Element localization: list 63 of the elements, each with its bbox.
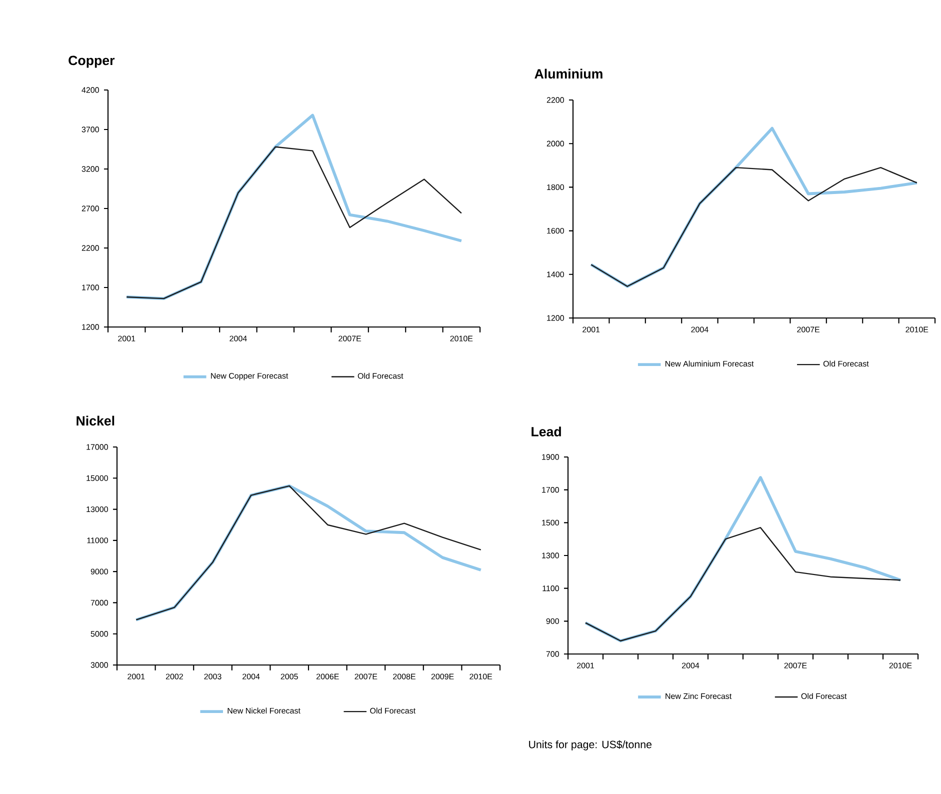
x-tick-label: 2009E xyxy=(431,674,454,680)
legend-label: New Nickel Forecast xyxy=(228,708,300,714)
legend-label: New Zinc Forecast xyxy=(666,693,732,699)
y-tick-label: 11000 xyxy=(87,538,108,544)
y-tick-label: 3000 xyxy=(90,662,108,668)
y-tick-label: 900 xyxy=(546,618,559,624)
x-tick-label: 2001 xyxy=(118,336,136,342)
x-tick-label: 2006E xyxy=(316,674,339,680)
y-tick-label: 3200 xyxy=(82,166,99,172)
x-tick-label: 2004 xyxy=(691,326,708,332)
y-tick-label: 1800 xyxy=(547,184,564,190)
y-tick-label: 5000 xyxy=(90,631,108,637)
y-tick-label: 1300 xyxy=(542,552,559,558)
x-tick-label: 2010E xyxy=(889,662,912,668)
y-tick-label: 2200 xyxy=(546,97,564,103)
y-tick-label: 13000 xyxy=(86,506,108,512)
x-tick-label: 2001 xyxy=(582,326,600,332)
y-tick-label: 17000 xyxy=(86,444,108,450)
chart-title: Lead xyxy=(532,426,561,436)
y-tick-label: 15000 xyxy=(86,475,108,481)
y-tick-label: 4200 xyxy=(82,87,99,93)
y-tick-label: 1200 xyxy=(547,315,564,321)
x-tick-label: 2010E xyxy=(470,674,492,680)
y-tick-label: 1200 xyxy=(82,324,99,330)
legend-label: Old Forecast xyxy=(358,372,404,379)
y-tick-label: 700 xyxy=(546,651,559,657)
y-tick-label: 1700 xyxy=(82,284,99,290)
x-tick-label: 2001 xyxy=(577,662,594,668)
chart-title: Copper xyxy=(68,56,115,68)
chart-title: Nickel xyxy=(76,416,114,426)
x-tick-label: 2004 xyxy=(230,336,247,342)
text: Units for page: US$/tonne xyxy=(529,740,652,750)
legend-label: Old Forecast xyxy=(801,693,847,699)
x-tick-label: 2010E xyxy=(906,326,928,332)
x-tick-label: 2004 xyxy=(682,662,700,668)
legend-label: New Copper Forecast xyxy=(211,372,288,380)
y-tick-label: 2200 xyxy=(82,245,99,251)
y-tick-label: 7000 xyxy=(90,600,108,606)
x-tick-label: 2001 xyxy=(128,674,145,680)
chart-title: Aluminium xyxy=(534,68,602,79)
y-tick-label: 2700 xyxy=(82,206,99,212)
x-tick-label: 2010E xyxy=(450,336,473,342)
legend-label: Old Forecast xyxy=(370,708,416,714)
x-tick-label: 2007E xyxy=(797,326,820,332)
x-tick-label: 2007E xyxy=(354,674,378,680)
y-tick-label: 2000 xyxy=(546,140,564,146)
y-tick-label: 1900 xyxy=(542,454,559,460)
legend-label: New Aluminium Forecast xyxy=(666,360,754,367)
y-tick-label: 1500 xyxy=(542,520,559,526)
y-tick-label: 1600 xyxy=(547,228,564,234)
x-tick-label: 2007E xyxy=(784,662,807,668)
y-tick-label: 1100 xyxy=(542,586,559,592)
x-tick-label: 2003 xyxy=(204,674,222,680)
legend-label: Old Forecast xyxy=(823,360,869,367)
x-tick-label: 2008E xyxy=(393,674,416,680)
y-tick-label: 1400 xyxy=(547,272,564,278)
x-tick-label: 2005 xyxy=(280,674,298,680)
y-tick-label: 9000 xyxy=(90,568,108,574)
x-tick-label: 2007E xyxy=(338,336,362,342)
y-tick-label: 1700 xyxy=(542,487,559,493)
x-tick-label: 2002 xyxy=(166,674,183,680)
y-tick-label: 3700 xyxy=(82,126,99,132)
x-tick-label: 2004 xyxy=(242,674,260,680)
